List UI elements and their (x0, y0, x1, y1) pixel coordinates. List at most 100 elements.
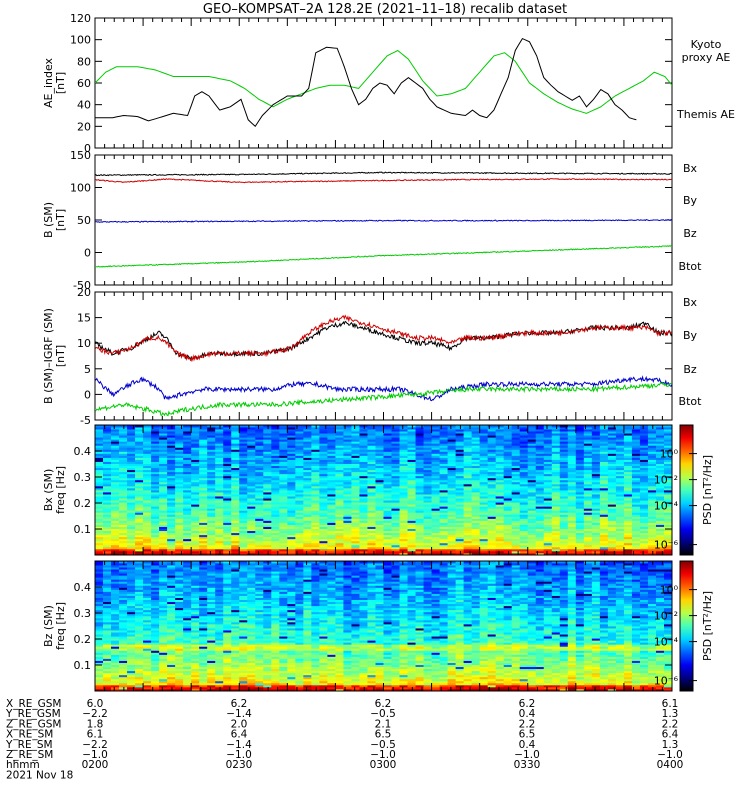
spectrogram-cell (503, 465, 513, 469)
spectrogram-cell (495, 437, 505, 440)
spectrogram-cell (399, 483, 408, 487)
spectrogram-cell (135, 534, 144, 538)
spectrogram-cell (351, 431, 360, 434)
spectrogram-cell (151, 475, 160, 479)
spectrogram-cell (247, 490, 256, 493)
spectrogram-cell (207, 516, 216, 519)
spectrogram-cell (183, 479, 192, 483)
spectrogram-cell (367, 504, 376, 507)
spectrogram-cell (495, 429, 505, 432)
spectrogram-cell (95, 552, 104, 556)
spectrogram-cell (415, 477, 424, 481)
spectrogram-cell (567, 552, 577, 556)
spectrogram-cell (215, 512, 224, 515)
spectrogram-cell (551, 481, 561, 485)
spectrogram-cell (351, 520, 360, 523)
spectrogram-cell (335, 546, 344, 550)
spectrogram-cell (367, 427, 376, 430)
spectrogram-cell (527, 490, 537, 493)
spectrogram-cell (135, 492, 144, 495)
spectrogram-cell (231, 516, 240, 519)
spectrogram-cell (143, 425, 152, 428)
spectrogram-cell (343, 461, 352, 464)
spectrogram-cell (535, 542, 545, 546)
spectrogram-cell (343, 431, 352, 434)
y-tick-label: 100 (70, 182, 91, 195)
spectrogram-cell (191, 471, 200, 475)
spectrogram-cell (231, 536, 240, 540)
spectrogram-cell (447, 508, 457, 511)
spectrogram-cell (439, 437, 449, 440)
spectrogram-cell (615, 540, 625, 544)
spectrogram-cell (207, 504, 216, 507)
spectrogram-cell (551, 473, 561, 477)
spectrogram-cell (439, 532, 449, 536)
spectrogram-cell (175, 487, 184, 491)
spectrogram-cell (647, 461, 657, 464)
spectrogram-cell (239, 431, 248, 434)
spectrogram-cell (535, 429, 545, 432)
spectrogram-cell (455, 512, 465, 515)
spectrogram-cell (231, 481, 240, 485)
spectrogram-cell (367, 433, 376, 436)
spectrogram-cell (239, 516, 248, 519)
spectrogram-cell (487, 487, 497, 491)
spectrogram-cell (255, 516, 264, 519)
spectrogram-cell (567, 451, 577, 454)
spectrogram-cell (95, 455, 104, 458)
spectrogram-cell (527, 512, 537, 515)
spectrogram-cell (415, 550, 424, 554)
spectrogram-cell (447, 437, 457, 440)
spectrogram-cell (135, 524, 144, 527)
spectrogram-cell (623, 508, 633, 511)
spectrogram-cell (303, 429, 312, 432)
spectrogram-cell (207, 508, 216, 511)
spectrogram-cell (383, 552, 392, 556)
spectrogram-cell (159, 520, 168, 523)
spectrogram-cell (495, 552, 505, 556)
spectrogram-cell (327, 427, 336, 430)
spectrogram-cell (351, 437, 360, 440)
spectrogram-cell (215, 485, 224, 489)
spectrogram-cell (527, 544, 537, 548)
spectrogram-cell (175, 467, 184, 471)
spectrogram-cell (151, 449, 160, 452)
y-axis-label: B (SM)–IGRF (SM)[nT] (42, 308, 67, 404)
spectrogram-cell (311, 475, 320, 479)
spectrogram-cell (295, 433, 304, 436)
spectrogram-cell (487, 540, 497, 544)
spectrogram-cell (175, 516, 184, 519)
spectrogram-cell (319, 443, 328, 446)
spectrogram-cell (215, 546, 224, 550)
spectrogram-cell (247, 425, 256, 428)
spectrogram-cell (631, 542, 641, 546)
spectrogram-cell (199, 459, 208, 462)
spectrogram-cell (359, 490, 368, 493)
spectrogram-cell (431, 498, 440, 501)
spectrogram-cell (623, 548, 633, 552)
spectrogram-cell (391, 469, 400, 473)
spectrogram-cell (359, 504, 368, 507)
spectrogram-cell (207, 490, 216, 493)
spectrogram-cell (223, 453, 232, 456)
spectrogram-cell (95, 443, 104, 446)
spectrogram-cell (199, 502, 208, 505)
spectrogram-cell (191, 483, 200, 487)
spectrogram-cell (543, 439, 553, 442)
spectrogram-cell (423, 542, 432, 546)
spectrogram-cell (143, 447, 152, 450)
spectrogram-cell (279, 455, 288, 458)
spectrogram-cell (455, 471, 465, 475)
spectrogram-cell (431, 427, 440, 430)
spectrogram-cell (551, 463, 561, 467)
spectrogram-cell (119, 457, 128, 460)
spectrogram-cell (247, 518, 256, 521)
spectrogram-cell (447, 552, 457, 556)
spectrogram-cell (247, 512, 256, 515)
spectrogram-cell (295, 447, 304, 450)
spectrogram-cell (543, 544, 553, 548)
spectrogram-cell (263, 449, 272, 452)
spectrogram-cell (327, 451, 336, 454)
spectrogram-cell (535, 475, 545, 479)
spectrogram-cell (127, 435, 136, 438)
